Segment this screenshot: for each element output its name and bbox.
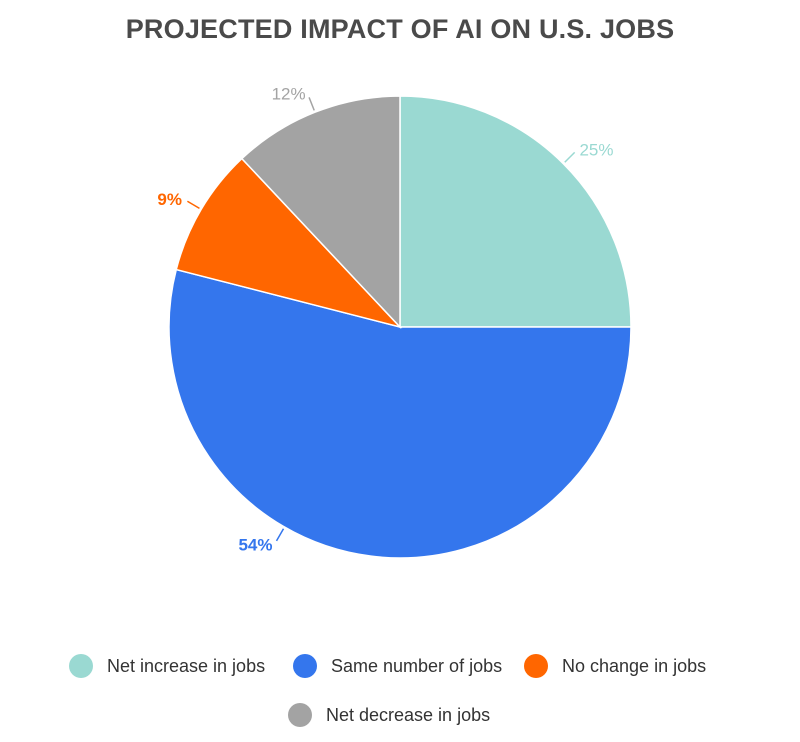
data-label-net-increase: 25% [579,141,613,160]
legend-swatch-no-change [524,654,548,678]
data-label-net-decrease: 12% [272,85,306,104]
pie-slice-net-increase [399,95,632,328]
legend-label-net-increase: Net increase in jobs [107,655,266,676]
pie-slice-same-number [168,268,632,559]
data-label-no-change: 9% [157,190,182,209]
leader-line-net-increase [564,151,576,163]
legend-item-net-increase: Net increase in jobs [69,653,265,679]
data-label-same-number: 54% [238,535,272,554]
leader-line-net-decrease [308,97,315,111]
legend-swatch-net-increase [69,654,93,678]
legend-label-no-change: No change in jobs [562,655,707,676]
legend-item-no-change: No change in jobs [524,653,706,679]
legend-item-same-number: Same number of jobs [293,653,502,679]
pie-slice-net-decrease [240,95,401,329]
legend-label-same-number: Same number of jobs [331,655,503,676]
legend-label-net-decrease: Net decrease in jobs [326,704,491,725]
legend-item-net-decrease: Net decrease in jobs [288,702,490,728]
legend-swatch-same-number [293,654,317,678]
pie-slice-no-change [175,157,403,329]
leader-line-no-change [187,200,200,210]
legend-swatch-net-decrease [288,703,312,727]
chart-title: PROJECTED IMPACT OF AI ON U.S. JOBS [125,14,675,44]
leader-line-same-number [275,528,285,542]
